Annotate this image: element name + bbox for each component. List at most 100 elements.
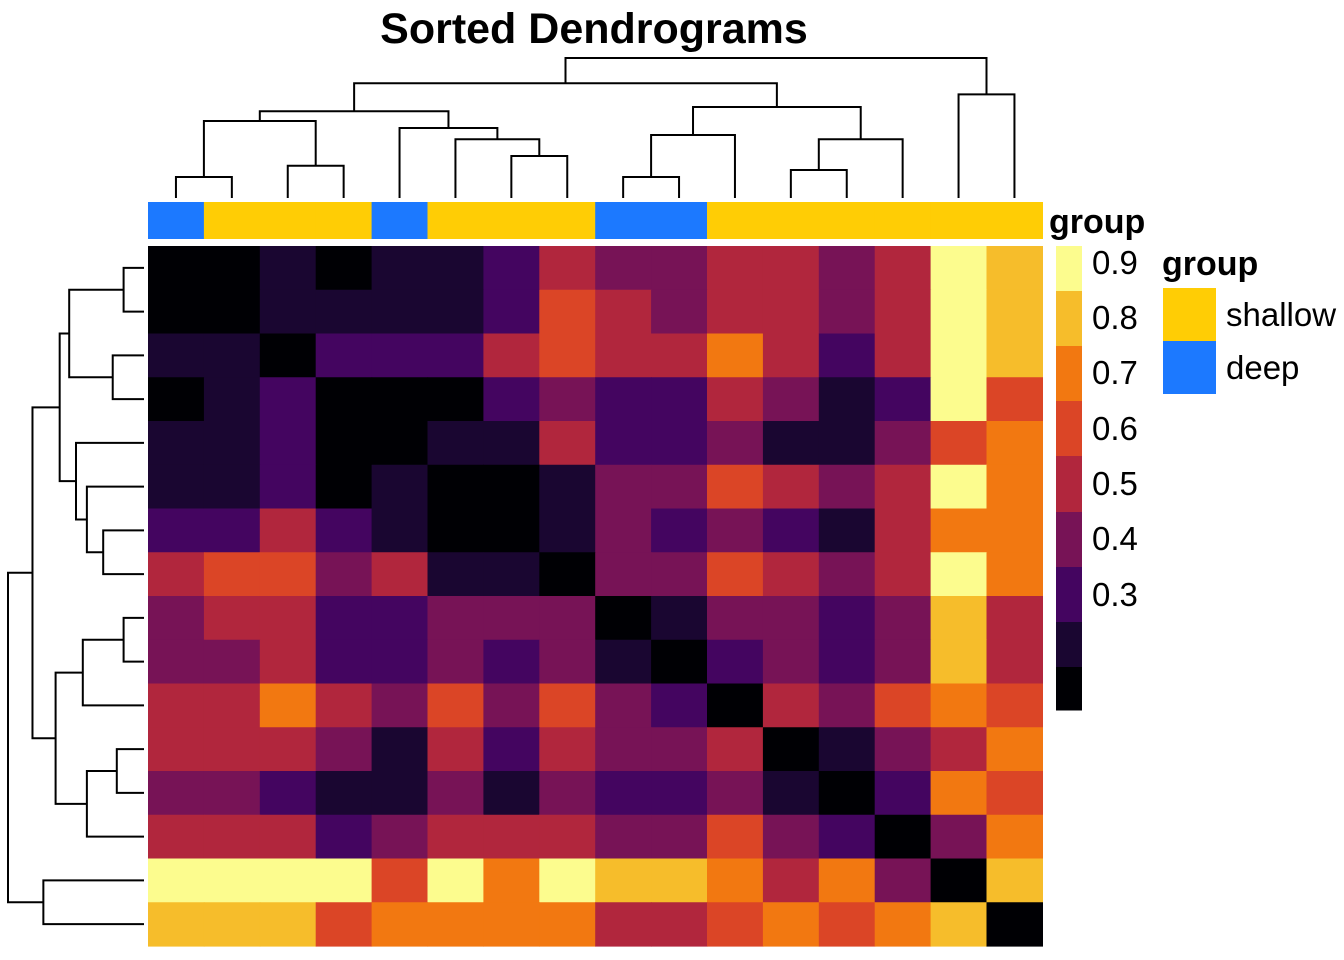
heatmap-cell (930, 464, 988, 510)
heatmap-cell (427, 377, 484, 422)
heatmap-cell (371, 246, 429, 291)
heatmap-cell (707, 639, 764, 685)
group-annotation-bar (148, 202, 1043, 239)
heatmap-cell (707, 902, 764, 947)
heatmap-cell (203, 552, 261, 597)
heatmap-cell (427, 289, 484, 335)
heatmap-cell (315, 421, 373, 466)
heatmap-cell (651, 289, 708, 335)
heatmap-cell (707, 289, 764, 335)
heatmap-cell (148, 289, 205, 335)
heatmap-cell (483, 727, 540, 772)
heatmap-cell (874, 421, 932, 466)
heatmap-cell (874, 289, 932, 335)
color-scale-tick-label: 0.4 (1092, 520, 1138, 557)
heatmap-cell (651, 596, 708, 641)
heatmap-cell (707, 246, 764, 291)
color-scale-tick-label: 0.5 (1092, 465, 1138, 502)
heatmap-cell (148, 377, 205, 422)
color-scale-swatch (1056, 291, 1082, 347)
heatmap-cell (986, 814, 1043, 860)
heatmap-cell (259, 464, 317, 510)
color-scale-swatch (1056, 667, 1082, 711)
heatmap-cell (483, 683, 540, 728)
heatmap-cell (818, 639, 876, 685)
heatmap-cell (986, 902, 1043, 947)
dendrogram-branch (258, 110, 450, 128)
heatmap-cell (651, 552, 708, 597)
heatmap-cell (874, 246, 932, 291)
heatmap-cell (595, 377, 652, 422)
heatmap-cell (148, 727, 205, 772)
heatmap-cell (203, 902, 261, 947)
heatmap-cell (259, 727, 317, 772)
annotation-cell (651, 202, 708, 239)
heatmap-cell (986, 289, 1043, 335)
annotation-cell (874, 202, 932, 239)
annotation-cell (818, 202, 876, 239)
heatmap-cell (259, 771, 317, 816)
heatmap-cell (315, 858, 373, 903)
heatmap-cell (930, 246, 988, 291)
color-scale-tick-label: 0.7 (1092, 354, 1138, 391)
heatmap-cell (595, 421, 652, 466)
heatmap-cell (707, 858, 764, 903)
heatmap-cell (986, 377, 1043, 422)
annotation-bar-label: group (1049, 203, 1145, 241)
heatmap-cell (651, 771, 708, 816)
heatmap-cell (483, 639, 540, 685)
heatmap-cell (762, 683, 820, 728)
dendrogram-branch (85, 485, 144, 554)
heatmap-cell (930, 333, 988, 378)
heatmap-cell (203, 596, 261, 641)
heatmap-cell (986, 552, 1043, 597)
heatmap-cell (483, 464, 540, 510)
dendrogram-branch (510, 155, 569, 198)
heatmap-cell (203, 377, 261, 422)
heatmap-cell (483, 814, 540, 860)
heatmap-cell (595, 858, 652, 903)
dendrogram-branch (111, 354, 144, 401)
heatmap-cell (371, 377, 429, 422)
color-scale-tick-label: 0.3 (1092, 576, 1138, 613)
dendrogram-branch (789, 169, 848, 198)
heatmap-cell (707, 377, 764, 422)
heatmap-cell (148, 639, 205, 685)
heatmap-cell (259, 814, 317, 860)
chart-title: Sorted Dendrograms (380, 5, 808, 53)
heatmap-cell (707, 552, 764, 597)
dendrogram-branch (454, 138, 541, 198)
heatmap-cell (874, 727, 932, 772)
heatmap-cell (539, 858, 596, 903)
heatmap-cell (818, 552, 876, 597)
heatmap-cell (762, 246, 820, 291)
heatmap-cell (874, 858, 932, 903)
heatmap-cell (707, 771, 764, 816)
heatmap-cell (762, 639, 820, 685)
heatmap-cell (259, 596, 317, 641)
heatmap-cell (315, 814, 373, 860)
dendrogram-branch (286, 164, 345, 198)
heatmap-cell (651, 727, 708, 772)
heatmap-cell (874, 464, 932, 510)
heatmap-grid (148, 246, 1043, 947)
heatmap-cell (148, 508, 205, 553)
dendrogram-branch (85, 770, 144, 838)
heatmap-cell (818, 246, 876, 291)
heatmap-cell (595, 727, 652, 772)
heatmap-cell (483, 596, 540, 641)
heatmap-cell (371, 771, 429, 816)
heatmap-cell (483, 552, 540, 597)
heatmap-cell (874, 508, 932, 553)
heatmap-cell (203, 508, 261, 553)
heatmap-cell (483, 902, 540, 947)
heatmap-cell (595, 771, 652, 816)
heatmap-cell (874, 683, 932, 728)
dendrogram-branch (68, 288, 124, 379)
heatmap-cell (595, 683, 652, 728)
heatmap-cell (427, 902, 484, 947)
heatmap-cell (874, 771, 932, 816)
color-scale-swatch (1056, 567, 1082, 623)
heatmap-cell (707, 333, 764, 378)
heatmap-cell (874, 552, 932, 597)
